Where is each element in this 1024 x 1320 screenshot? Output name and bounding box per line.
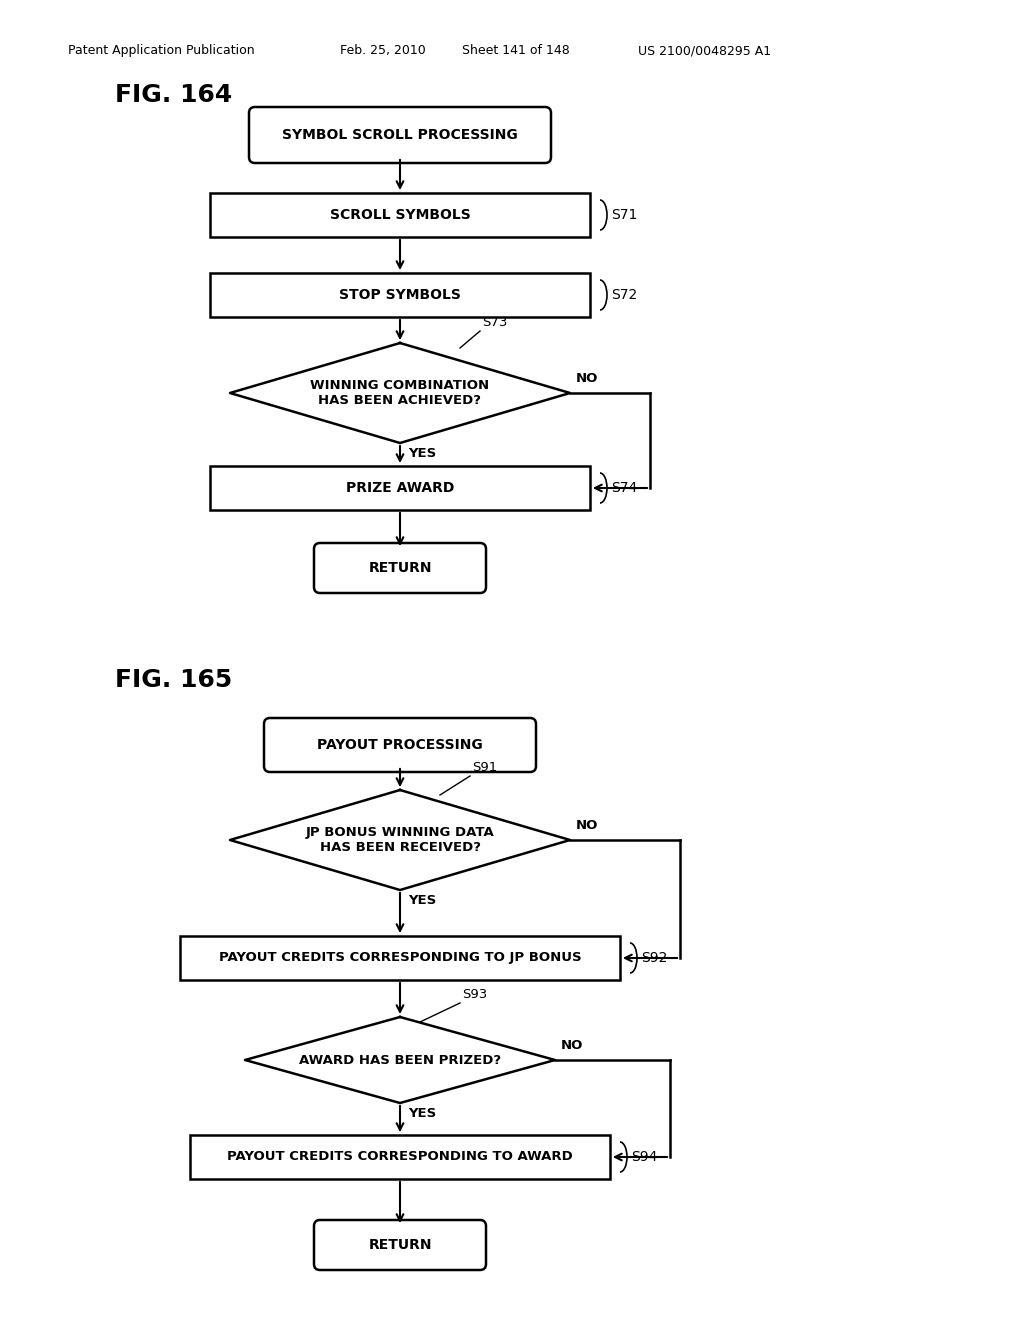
Polygon shape [230,343,570,444]
Text: FIG. 165: FIG. 165 [115,668,232,692]
Bar [180,936,620,979]
Text: RETURN: RETURN [369,561,432,576]
Text: S72: S72 [611,288,637,302]
FancyBboxPatch shape [249,107,551,162]
Text: JP BONUS WINNING DATA
HAS BEEN RECEIVED?: JP BONUS WINNING DATA HAS BEEN RECEIVED? [305,826,495,854]
Text: S73: S73 [482,315,507,329]
Text: Feb. 25, 2010: Feb. 25, 2010 [340,44,426,57]
Text: YES: YES [408,1107,436,1119]
Text: FIG. 164: FIG. 164 [115,83,232,107]
Text: S94: S94 [631,1150,657,1164]
Text: Patent Application Publication: Patent Application Publication [68,44,255,57]
Text: S92: S92 [641,950,668,965]
Text: PRIZE AWARD: PRIZE AWARD [346,480,455,495]
Text: RETURN: RETURN [369,1238,432,1251]
Text: YES: YES [408,894,436,907]
FancyBboxPatch shape [314,543,486,593]
Bar [210,273,590,317]
Bar [210,193,590,238]
Bar [190,1135,610,1179]
Text: PAYOUT CREDITS CORRESPONDING TO JP BONUS: PAYOUT CREDITS CORRESPONDING TO JP BONUS [219,952,582,965]
Text: SYMBOL SCROLL PROCESSING: SYMBOL SCROLL PROCESSING [283,128,518,143]
Text: WINNING COMBINATION
HAS BEEN ACHIEVED?: WINNING COMBINATION HAS BEEN ACHIEVED? [310,379,489,407]
Polygon shape [245,1016,555,1104]
Text: S91: S91 [472,762,498,774]
Text: PAYOUT CREDITS CORRESPONDING TO AWARD: PAYOUT CREDITS CORRESPONDING TO AWARD [227,1151,572,1163]
Text: S71: S71 [611,209,637,222]
FancyBboxPatch shape [264,718,536,772]
Text: NO: NO [561,1039,584,1052]
Text: Sheet 141 of 148: Sheet 141 of 148 [462,44,569,57]
Text: S93: S93 [462,987,487,1001]
Text: S74: S74 [611,480,637,495]
Text: US 2100/0048295 A1: US 2100/0048295 A1 [638,44,771,57]
Text: NO: NO [575,818,598,832]
Text: PAYOUT PROCESSING: PAYOUT PROCESSING [317,738,483,752]
Text: STOP SYMBOLS: STOP SYMBOLS [339,288,461,302]
Text: NO: NO [575,372,598,385]
FancyBboxPatch shape [314,1220,486,1270]
Text: SCROLL SYMBOLS: SCROLL SYMBOLS [330,209,470,222]
Bar [210,466,590,510]
Text: YES: YES [408,447,436,459]
Polygon shape [230,789,570,890]
Text: AWARD HAS BEEN PRIZED?: AWARD HAS BEEN PRIZED? [299,1053,501,1067]
